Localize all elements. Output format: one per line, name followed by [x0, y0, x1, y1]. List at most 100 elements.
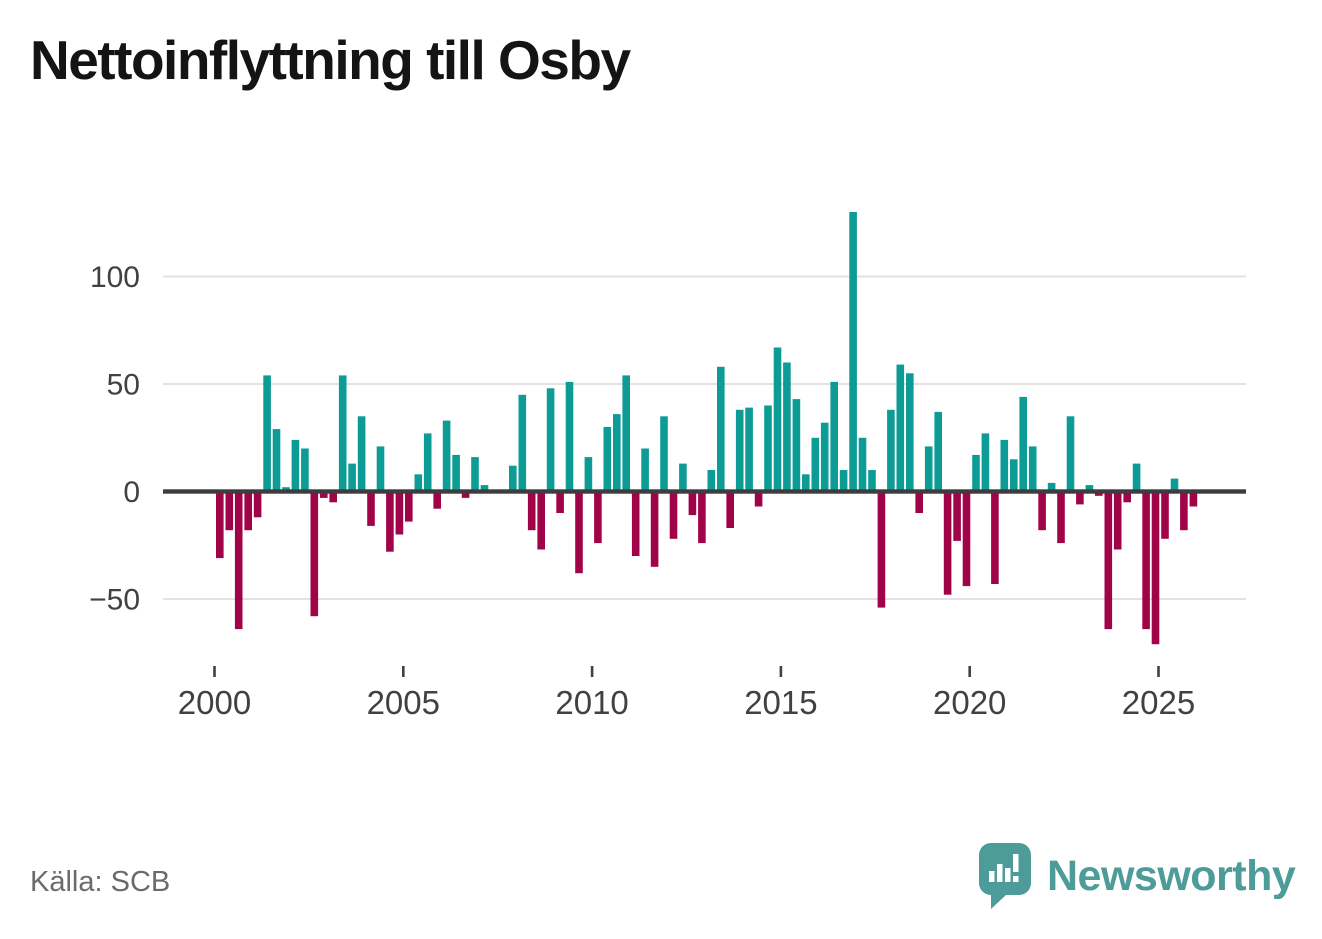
chart-title: Nettoinflyttning till Osby [30, 29, 631, 91]
bar-2000Q1 [216, 491, 224, 559]
bar-2017Q3 [877, 491, 886, 608]
bar-2012Q2 [679, 463, 687, 492]
bar-2017Q4 [887, 409, 895, 492]
bar-2013Q4 [735, 409, 744, 492]
bar-2024Q4 [1151, 491, 1160, 645]
bar-2018Q4 [924, 446, 933, 492]
bar-2025Q4 [1189, 491, 1198, 507]
bar-2010Q4 [622, 375, 630, 492]
bar-2014Q3 [764, 405, 772, 492]
logo-exclamation-dot [1013, 876, 1019, 882]
bar-2007Q4 [509, 465, 517, 492]
x-tick-label-2025: 2025 [1122, 684, 1195, 721]
zero-axis-line [163, 489, 1246, 494]
bar-2020Q4 [1000, 439, 1009, 492]
y-tick-label--50: −50 [89, 584, 140, 617]
bar-2002Q1 [291, 439, 300, 492]
bar-2019Q4 [962, 491, 971, 587]
bar-2003Q2 [338, 375, 347, 492]
bar-2000Q4 [244, 491, 252, 531]
bar-2003Q1 [329, 491, 337, 503]
bar-2020Q2 [981, 433, 990, 492]
bar-2001Q3 [272, 429, 281, 492]
bar-2013Q2 [717, 366, 725, 492]
bar-2000Q2 [225, 491, 234, 531]
bar-2008Q2 [527, 491, 536, 531]
bar-2015Q2 [792, 399, 801, 492]
bar-2023Q3 [1104, 491, 1113, 630]
bar-2015Q4 [811, 437, 820, 492]
bar-2014Q1 [745, 407, 753, 492]
bar-2024Q3 [1142, 491, 1150, 630]
bar-2018Q2 [906, 373, 914, 492]
bar-2003Q4 [357, 416, 366, 492]
bar-2005Q4 [433, 491, 441, 509]
bar-2021Q3 [1028, 446, 1037, 492]
bar-2010Q3 [613, 414, 621, 492]
bar-2025Q1 [1161, 491, 1169, 539]
y-tick-label-50: 50 [107, 369, 140, 402]
bar-2016Q1 [820, 422, 829, 492]
newsworthy-logo: Newsworthy [978, 842, 1296, 910]
bar-2025Q3 [1180, 491, 1188, 531]
bar-2006Q2 [452, 454, 460, 492]
bar-2020Q1 [972, 454, 980, 492]
bar-2009Q3 [575, 491, 583, 574]
bar-2017Q2 [868, 470, 876, 492]
bar-2021Q4 [1038, 491, 1046, 531]
bar-2012Q4 [698, 491, 706, 544]
bar-2009Q4 [584, 457, 593, 492]
bar-2003Q3 [348, 463, 356, 492]
bar-2015Q3 [802, 474, 810, 492]
newsworthy-wordmark: Newsworthy [1047, 851, 1296, 900]
bar-2014Q4 [773, 347, 782, 492]
bar-2001Q2 [263, 375, 271, 492]
logo-bar-3 [1005, 868, 1011, 882]
bar-2022Q3 [1066, 416, 1075, 492]
bar-2024Q2 [1132, 463, 1141, 492]
bar-2023Q4 [1113, 491, 1122, 550]
bar-2012Q1 [669, 491, 678, 539]
bar-2001Q1 [253, 491, 262, 518]
bar-2015Q1 [783, 362, 791, 492]
x-tick-label-2010: 2010 [555, 684, 628, 721]
logo-exclamation-stem [1013, 854, 1019, 872]
bar-2004Q2 [376, 446, 385, 492]
bar-2019Q1 [934, 411, 942, 492]
bar-2011Q3 [650, 491, 659, 567]
bar-2014Q2 [754, 491, 763, 507]
bar-2009Q2 [565, 381, 574, 492]
bar-2016Q4 [849, 212, 857, 492]
bar-2002Q3 [310, 491, 319, 617]
bar-2004Q3 [386, 491, 394, 552]
bar-2006Q4 [471, 457, 479, 492]
bar-2010Q2 [603, 427, 612, 492]
bar-2022Q1 [1047, 482, 1056, 492]
bar-2006Q1 [442, 420, 451, 492]
bar-2004Q1 [367, 491, 375, 526]
bar-2011Q1 [631, 491, 640, 556]
bar-2002Q2 [301, 448, 309, 492]
newsworthy-bubble-icon [979, 843, 1031, 909]
y-tick-label-100: 100 [90, 261, 140, 294]
bar-2005Q2 [414, 474, 423, 492]
bar-2013Q1 [707, 470, 716, 492]
source-note: Källa: SCB [30, 866, 171, 898]
bar-2019Q3 [953, 491, 961, 541]
bar-2022Q4 [1076, 491, 1084, 505]
bar-2006Q3 [461, 491, 470, 498]
logo-bar-2 [997, 864, 1003, 882]
bar-2018Q1 [896, 364, 905, 492]
bar-2008Q4 [546, 388, 555, 492]
bar-2018Q3 [915, 491, 923, 513]
bar-2016Q3 [839, 470, 848, 492]
bar-2017Q1 [858, 437, 867, 492]
bar-2011Q4 [660, 416, 668, 492]
x-tick-label-2000: 2000 [178, 684, 251, 721]
bar-2005Q1 [405, 491, 413, 522]
bar-2009Q1 [556, 491, 564, 513]
bar-2010Q1 [594, 491, 602, 544]
x-tick-label-2015: 2015 [744, 684, 817, 721]
bar-2024Q1 [1123, 491, 1131, 503]
bar-2016Q2 [830, 381, 838, 492]
